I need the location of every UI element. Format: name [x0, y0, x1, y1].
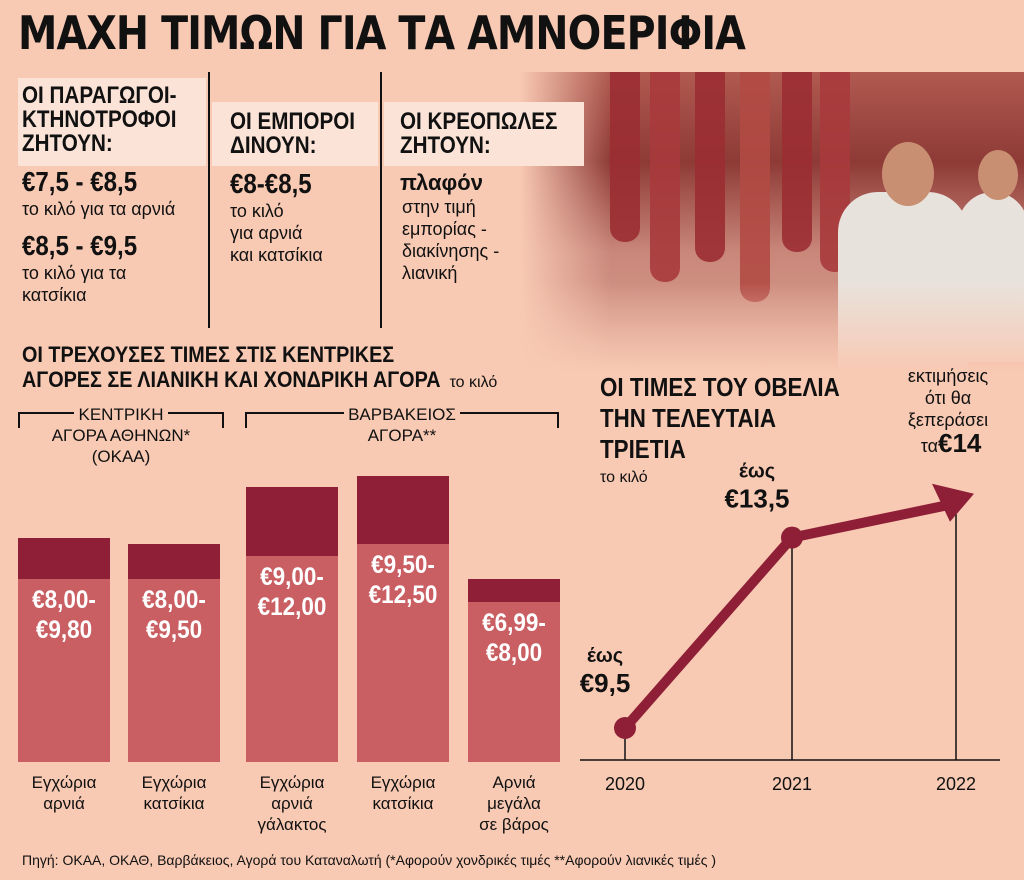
point-label-upto: έως — [587, 645, 623, 667]
bar-value-label: €9,50- €12,50 — [368, 551, 438, 610]
traders-header-line-1: ΟΙ ΕΜΠΟΡΟΙ — [230, 108, 356, 135]
x-tick-label: 2020 — [605, 774, 645, 794]
traders-column: ΟΙ ΕΜΠΟΡΟΙ ΔΙΝΟΥΝ: €8-€8,5 το κιλό για α… — [230, 72, 375, 328]
bar-category-label: Αρνιά μεγάλα σε βάρος — [479, 773, 549, 834]
traders-price: €8-€8,5 — [230, 168, 312, 199]
traders-note-1: το κιλό — [230, 201, 284, 221]
bar-value-label: €9,00- €12,00 — [257, 562, 327, 621]
producers-header-line-3: ΖΗΤΟΥΝ: — [22, 130, 113, 157]
x-tick-label: 2021 — [772, 774, 812, 794]
price-bar-min: €6,99- €8,00 — [468, 601, 560, 762]
butchers-note-2: εμπορίας - — [402, 219, 487, 239]
column-divider — [380, 72, 382, 328]
butchers-note-3: διακίνησης - — [402, 241, 500, 261]
butchers-note-1: στην τιμή — [402, 197, 476, 217]
data-point — [614, 717, 636, 739]
price-bar-range — [246, 487, 338, 556]
point-label-value: €13,5 — [724, 484, 789, 514]
butchers-header-line-1: ΟΙ ΚΡΕΟΠΩΛΕΣ — [400, 108, 558, 135]
price-bar-min: €9,00- €12,00 — [246, 555, 338, 762]
price-bar-range — [128, 544, 220, 579]
producers-goat-note-1: το κιλό για τα — [22, 263, 127, 283]
annotation-value: €14 — [938, 428, 982, 458]
bar-value-label: €8,00- €9,50 — [142, 585, 206, 644]
line-chart-title: ΟΙ ΤΙΜΕΣ ΤΟΥ ΟΒΕΛΙΑ ΤΗΝ ΤΕΛΕΥΤΑΙΑ ΤΡΙΕΤΙ… — [600, 372, 879, 487]
traders-header-line-2: ΔΙΝΟΥΝ: — [230, 132, 317, 159]
bar-chart-unit: το κιλό — [449, 374, 498, 391]
butchers-price-cap: πλαφόν — [400, 170, 483, 195]
bar-category-label: Εγχώρια αρνιά — [31, 773, 97, 813]
butcher-shop-photo — [520, 72, 1024, 372]
traders-note-3: και κατσίκια — [230, 245, 323, 265]
producers-header-line-2: ΚΤΗΝΟΤΡΟΦΟΙ — [22, 106, 177, 133]
price-bar-min: €8,00- €9,50 — [128, 578, 220, 762]
x-tick-label: 2022 — [936, 774, 976, 794]
line-chart: 2020 2021 2022έως€9,5έως€13,5εκτιμήσειςότι… — [580, 366, 1000, 794]
bar-category-label: Εγχώρια αρνιά γάλακτος — [257, 773, 327, 834]
point-label-upto: έως — [739, 461, 775, 483]
bar-value-label: €8,00- €9,80 — [32, 585, 96, 644]
group-label-okaa: ΚΕΝΤΡΙΚΗ ΑΓΟΡΑ ΑΘΗΝΩΝ* (ΟΚΑΑ) — [51, 404, 191, 466]
arrow-head — [932, 483, 974, 522]
bar-chart-title: ΟΙ ΤΡΕΧΟΥΣΕΣ ΤΙΜΕΣ ΣΤΙΣ ΚΕΝΤΡΙΚΕΣ ΑΓΟΡΕΣ… — [22, 342, 497, 392]
infographic-title: ΜΑΧΗ ΤΙΜΩΝ ΓΙΑ ΤΑ ΑΜΝΟΕΡΙΦΙΑ — [18, 6, 746, 60]
butchers-column: ΟΙ ΚΡΕΟΠΩΛΕΣ ΖΗΤΟΥΝ: πλαφόν στην τιμή εμ… — [400, 72, 583, 328]
butchers-note-4: λιανική — [402, 263, 458, 283]
price-bar: €8,00- €9,80 — [18, 537, 110, 762]
source-note: Πηγή: ΟΚΑΑ, ΟΚΑΘ, Βαρβάκειος, Αγορά του … — [22, 852, 717, 868]
data-point — [781, 526, 803, 549]
producers-column: ΟΙ ΠΑΡΑΓΩΓΟΙ- ΚΤΗΝΟΤΡΟΦΟΙ ΖΗΤΟΥΝ: €7,5 -… — [22, 72, 202, 328]
price-bar-range — [18, 537, 110, 579]
price-bar: €8,00- €9,50 — [128, 544, 220, 762]
annotation-prefix: τα — [921, 436, 938, 456]
producers-lamb-note: το κιλό για τα αρνιά — [22, 199, 176, 219]
producers-goat-price: €8,5 - €9,5 — [22, 230, 138, 261]
butchers-header-line-2: ΖΗΤΟΥΝ: — [400, 132, 491, 159]
traders-note-2: για αρνιά — [230, 223, 303, 243]
bar-chart-title-line-1: ΟΙ ΤΡΕΧΟΥΣΕΣ ΤΙΜΕΣ ΣΤΙΣ ΚΕΝΤΡΙΚΕΣ — [22, 342, 395, 367]
annotation-line: ξεπεράσει — [908, 410, 988, 430]
price-bar-range — [468, 578, 560, 602]
annotation-line: εκτιμήσεις — [908, 366, 989, 386]
bar-value-label: €6,99- €8,00 — [482, 608, 546, 667]
column-divider — [208, 72, 210, 328]
bar-category-label: Εγχώρια κατσίκια — [141, 773, 207, 813]
producers-goat-note-2: κατσίκια — [22, 285, 87, 305]
group-label-varvakeios: ΒΑΡΒΑΚΕΙΟΣ ΑΓΟΡΑ** — [245, 404, 559, 446]
price-bar-range — [357, 475, 449, 545]
annotation-line: ότι θα — [925, 388, 971, 408]
price-bar-min: €8,00- €9,80 — [18, 578, 110, 762]
line-chart-unit: το κιλό — [600, 469, 648, 486]
point-label-value: €9,5 — [580, 668, 631, 698]
bar-chart-title-line-2: ΑΓΟΡΕΣ ΣΕ ΛΙΑΝΙΚΗ ΚΑΙ ΧΟΝΔΡΙΚΗ ΑΓΟΡΑ — [22, 367, 441, 392]
producers-lamb-price: €7,5 - €8,5 — [22, 166, 138, 197]
producers-header-line-1: ΟΙ ΠΑΡΑΓΩΓΟΙ- — [22, 82, 177, 109]
price-bar-min: €9,50- €12,50 — [357, 544, 449, 762]
price-bar: €6,99- €8,00 — [468, 578, 560, 762]
price-bar: €9,00- €12,00 — [246, 487, 338, 762]
price-bar: €9,50- €12,50 — [357, 475, 449, 762]
bar-category-label: Εγχώρια κατσίκια — [370, 773, 436, 813]
